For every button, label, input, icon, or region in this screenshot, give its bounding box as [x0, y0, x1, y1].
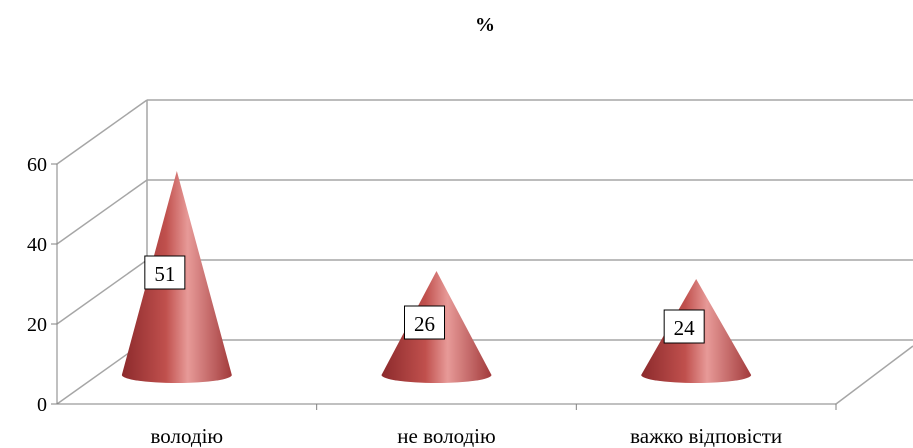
y-tick-label: 40 [27, 234, 47, 256]
data-label-box [663, 309, 705, 344]
side-wall-line [56, 99, 148, 165]
floor-edge [835, 345, 913, 405]
x-tick-labels: володію не володію важко відповісти [151, 424, 783, 448]
axes [51, 163, 837, 410]
data-label-1: 51 [144, 255, 186, 290]
data-labels: 51 26 24 [144, 255, 705, 344]
gridlines [56, 99, 913, 405]
x-tick-label: не володію [397, 424, 495, 448]
side-wall-line [56, 259, 148, 325]
data-label-box [144, 255, 186, 290]
data-label-text: 51 [154, 262, 175, 286]
y-tick-label: 20 [27, 314, 47, 336]
chart-title: % [475, 14, 495, 36]
cones [121, 171, 752, 383]
data-label-2: 26 [404, 305, 445, 340]
data-label-text: 24 [674, 316, 696, 340]
y-tick-labels: 0 20 40 60 [27, 154, 47, 416]
data-label-text: 26 [414, 312, 435, 336]
y-tick-label: 60 [27, 154, 47, 176]
x-tick-label: важко відповісти [630, 424, 782, 448]
y-tick-label: 0 [37, 394, 47, 416]
data-label-3: 24 [663, 309, 705, 344]
data-label-box [404, 305, 445, 340]
x-tick-label: володію [151, 424, 224, 448]
side-wall-line [56, 179, 148, 245]
